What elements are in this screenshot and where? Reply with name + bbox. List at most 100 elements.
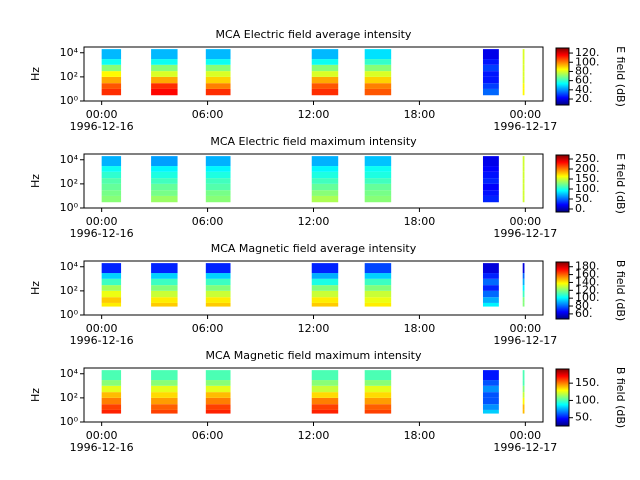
- colorbar-tick-label: 100.: [575, 393, 600, 406]
- colorbar-label: B field (dB): [614, 367, 627, 428]
- colorbar-segment: [556, 273, 569, 275]
- spectrogram-cell: [482, 302, 499, 307]
- colorbar-segment: [556, 197, 569, 200]
- spectrogram-cell: [482, 156, 499, 167]
- colorbar-segment: [556, 49, 569, 52]
- colorbar-segment: [556, 51, 569, 54]
- x-date-label: 1996-12-16: [70, 227, 134, 240]
- spectrogram-cell: [101, 59, 122, 65]
- colorbar-segment: [556, 307, 569, 310]
- spectrogram-cell: [311, 297, 339, 303]
- colorbar-segment: [556, 424, 569, 426]
- spectrogram-cell: [311, 290, 339, 298]
- x-tick-label: 00:00: [86, 215, 118, 228]
- y-tick-label: 10²: [60, 391, 78, 404]
- spectrogram-cell: [151, 178, 178, 184]
- spectrogram-cell: [522, 404, 525, 410]
- spectrogram-cell: [101, 195, 122, 203]
- spectrogram-cell: [522, 273, 525, 279]
- spectrogram-cell: [364, 49, 392, 60]
- colorbar-segment: [556, 262, 569, 265]
- colorbar-segment: [556, 269, 569, 272]
- spectrogram-cell: [205, 370, 231, 381]
- spectrogram-cell: [101, 302, 122, 307]
- colorbar-segment: [556, 166, 569, 168]
- colorbar-segment: [556, 399, 569, 401]
- colorbar-segment: [556, 263, 569, 266]
- colorbar-segment: [556, 75, 569, 77]
- colorbar-segment: [556, 76, 569, 78]
- spectrogram-cell: [482, 370, 499, 381]
- colorbar-segment: [556, 389, 569, 392]
- colorbar-segment: [556, 64, 569, 66]
- colorbar-segment: [556, 178, 569, 181]
- colorbar-segment: [556, 407, 569, 410]
- spectrogram-cell: [522, 183, 525, 191]
- colorbar-segment: [556, 421, 569, 423]
- spectrogram-cell: [101, 285, 122, 291]
- colorbar-segment: [556, 416, 569, 418]
- spectrogram-cell: [311, 64, 339, 72]
- spectrogram-cell: [522, 297, 525, 303]
- spectrogram-cell: [101, 404, 122, 410]
- colorbar-segment: [556, 401, 569, 403]
- colorbar-segment: [556, 386, 569, 388]
- colorbar-segment: [556, 92, 569, 95]
- colorbar-segment: [556, 79, 569, 81]
- colorbar-segment: [556, 302, 569, 305]
- colorbar-segment: [556, 297, 569, 299]
- colorbar-segment: [556, 383, 569, 385]
- colorbar-segment: [556, 173, 569, 175]
- spectrogram-cell: [311, 190, 339, 196]
- spectrogram-cell: [364, 385, 392, 393]
- colorbar-segment: [556, 193, 569, 195]
- colorbar-segment: [556, 67, 569, 70]
- spectrogram-cell: [482, 290, 499, 298]
- spectrogram-cell: [311, 409, 339, 414]
- spectrogram-cell: [311, 88, 339, 96]
- colorbar-segment: [556, 179, 569, 182]
- x-tick-label: 06:00: [192, 215, 224, 228]
- colorbar-segment: [556, 283, 569, 286]
- colorbar-segment: [556, 88, 569, 91]
- spectrogram-cell: [151, 409, 178, 414]
- spectrogram-cell: [205, 156, 231, 167]
- spectrogram-cell: [205, 302, 231, 307]
- colorbar-segment: [556, 408, 569, 411]
- spectrogram-cell: [364, 285, 392, 291]
- spectrogram-cell: [101, 380, 122, 386]
- colorbar-segment: [556, 405, 569, 407]
- spectrogram-cell: [205, 195, 231, 203]
- spectrogram-cell: [311, 370, 339, 381]
- colorbar-segment: [556, 93, 569, 96]
- spectrogram-cell: [364, 195, 392, 203]
- spectrogram-cell: [205, 76, 231, 84]
- colorbar-segment: [556, 412, 569, 415]
- colorbar-segment: [556, 415, 569, 417]
- spectrogram-cell: [205, 380, 231, 386]
- colorbar-segment: [556, 311, 569, 313]
- spectrogram-cell: [311, 385, 339, 393]
- colorbar-segment: [556, 369, 569, 371]
- spectrogram-cell: [151, 171, 178, 179]
- spectrogram-cell: [364, 397, 392, 405]
- spectrogram-cell: [101, 370, 122, 381]
- colorbar-segment: [556, 299, 569, 301]
- colorbar-segment: [556, 208, 569, 210]
- spectrogram-cell: [151, 190, 178, 196]
- colorbar-segment: [556, 169, 569, 171]
- spectrogram-cell: [151, 297, 178, 303]
- x-tick-label: 12:00: [298, 215, 330, 228]
- spectrogram-cell: [522, 166, 525, 172]
- colorbar-segment: [556, 165, 569, 167]
- spectrogram-cell: [101, 183, 122, 191]
- spectrogram-cell: [522, 397, 525, 405]
- spectrogram-cell: [205, 190, 231, 196]
- spectrogram-cell: [482, 88, 499, 96]
- colorbar-segment: [556, 60, 569, 62]
- colorbar-frame: [555, 368, 570, 427]
- colorbar-segment: [556, 192, 569, 194]
- colorbar-segment: [556, 196, 569, 199]
- colorbar-segment: [556, 204, 569, 206]
